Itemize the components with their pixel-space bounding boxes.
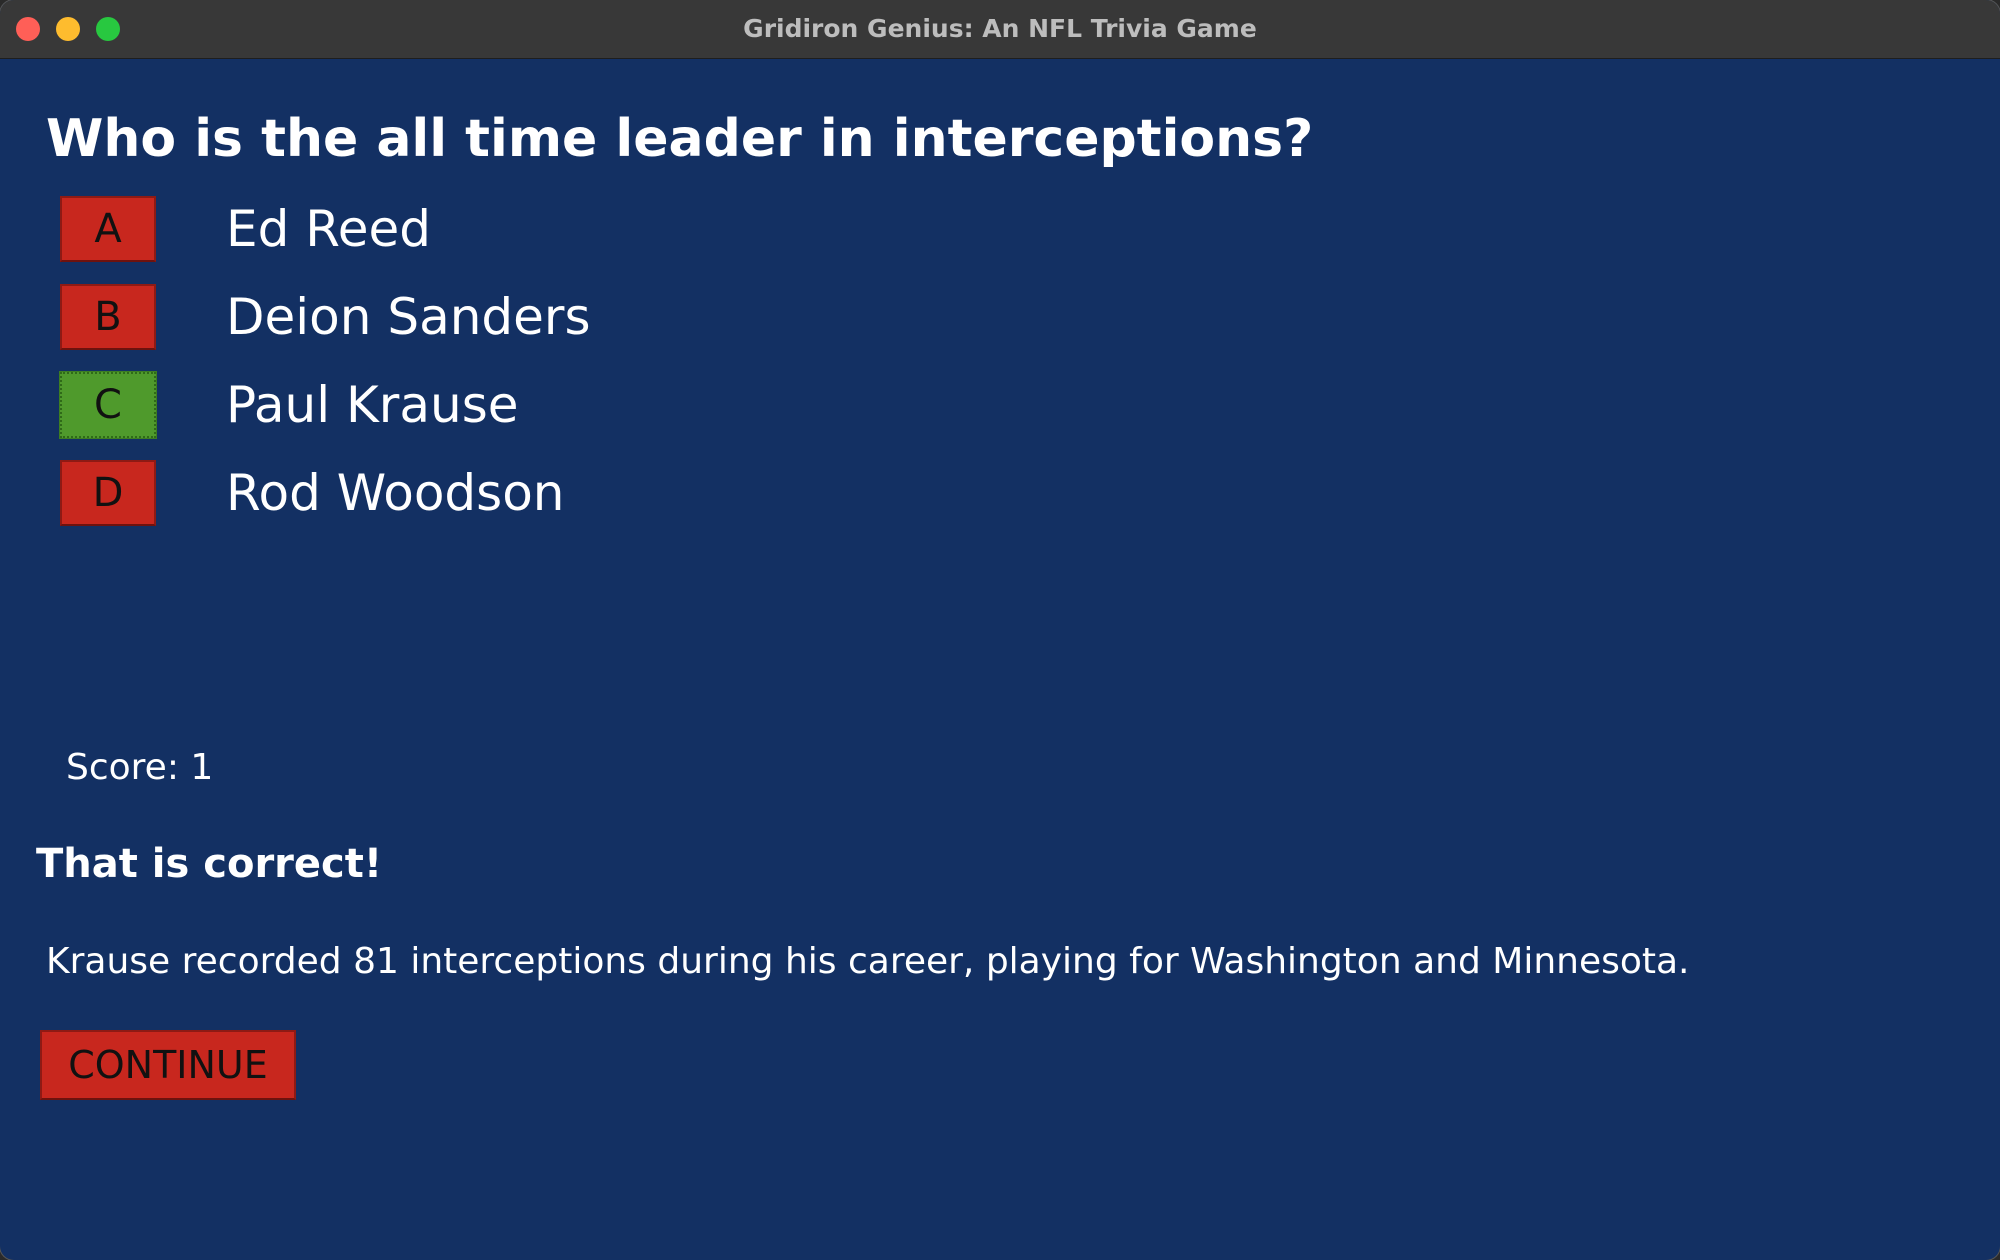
option-c-label: Paul Krause [226,376,519,434]
option-b: B Deion Sanders [60,284,1260,354]
option-d: D Rod Woodson [60,460,1260,530]
option-a: A Ed Reed [60,196,1260,266]
option-a-label: Ed Reed [226,200,431,258]
option-c: C Paul Krause [59,371,1260,442]
title-bar: Gridiron Genius: An NFL Trivia Game [0,0,2000,59]
close-window-button[interactable] [16,17,40,41]
continue-button[interactable]: CONTINUE [40,1030,296,1100]
option-d-button[interactable]: D [60,460,156,526]
option-a-button[interactable]: A [60,196,156,262]
trivia-content: Who is the all time leader in intercepti… [0,59,2000,1260]
question-text: Who is the all time leader in intercepti… [46,109,1314,169]
option-d-label: Rod Woodson [226,464,565,522]
option-b-label: Deion Sanders [226,288,591,346]
window-title: Gridiron Genius: An NFL Trivia Game [743,14,1257,43]
option-b-button[interactable]: B [60,284,156,350]
feedback-message: That is correct! [36,841,383,887]
score-label: Score: 1 [66,747,214,788]
option-c-button[interactable]: C [59,371,157,439]
maximize-window-button[interactable] [96,17,120,41]
minimize-window-button[interactable] [56,17,80,41]
answer-explanation: Krause recorded 81 interceptions during … [46,941,1690,982]
